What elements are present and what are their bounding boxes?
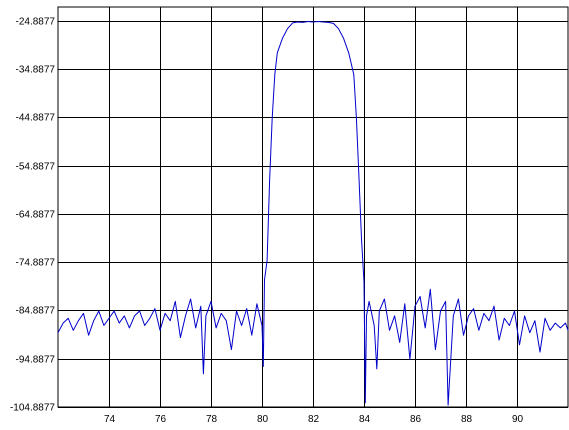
y-tick-label: -24.8877 [16,17,56,28]
x-tick-label: 86 [410,414,422,425]
x-axis-ticks: 74 76 78 80 82 84 86 88 90 [104,414,524,425]
x-tick-label: 74 [104,414,116,425]
grid-lines [58,7,568,408]
x-tick-label: 90 [512,414,524,425]
y-tick-label: -64.8877 [16,210,56,221]
y-tick-label: -84.8877 [16,306,56,317]
x-tick-label: 76 [155,414,167,425]
y-tick-label: -74.8877 [16,258,56,269]
x-tick-label: 82 [308,414,320,425]
y-tick-label: -54.8877 [16,162,56,173]
y-tick-label: -44.8877 [16,113,56,124]
series-line [57,21,569,406]
series-group [57,21,569,406]
y-axis-ticks: -24.8877 -34.8877 -44.8877 -54.8877 -64.8877… [10,17,55,414]
x-tick-label: 80 [257,414,269,425]
x-tick-label: 84 [359,414,371,425]
y-tick-label: -34.8877 [16,65,56,76]
x-tick-label: 88 [461,414,473,425]
x-tick-label: 78 [206,414,218,425]
y-tick-label: -94.8877 [16,355,56,366]
y-tick-label: -104.8877 [10,403,55,414]
